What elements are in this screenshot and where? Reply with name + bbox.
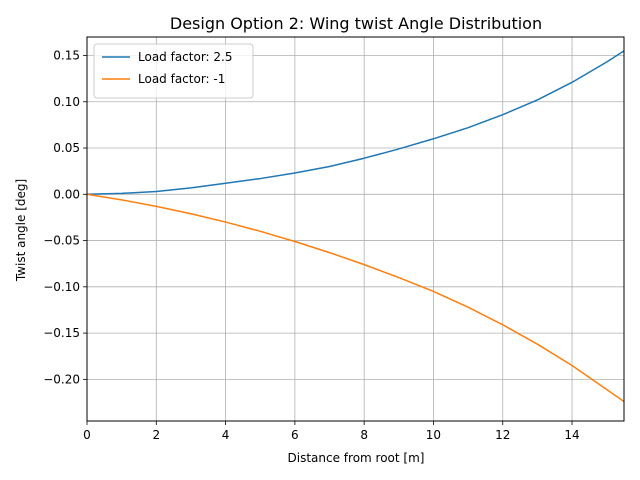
series-line-1 — [86, 193, 625, 403]
grid — [86, 37, 624, 421]
legend-label-0: Load factor: 2.5 — [138, 50, 233, 64]
x-axis-label: Distance from root [m] — [288, 451, 425, 465]
plot-frame — [86, 36, 625, 422]
x-tick-label-1: 2 — [152, 428, 160, 442]
y-tick-label-6: 0.10 — [53, 95, 80, 109]
x-tick-label-3: 6 — [291, 428, 299, 442]
series-layer — [86, 50, 625, 403]
y-axis-label: Twist angle [deg] — [14, 179, 28, 282]
x-tick-label-4: 8 — [360, 428, 368, 442]
series-line-0 — [86, 50, 625, 196]
y-tick-label-7: 0.15 — [53, 49, 80, 63]
ticks: 0 2 4 6 8 10 12 14 −0.20 −0.15 −0.10 −0.05 0.00 0.05 0… — [43, 49, 579, 442]
y-tick-label-1: −0.15 — [43, 326, 80, 340]
legend: Load factor: 2.5 Load factor: -1 — [93, 43, 254, 99]
y-tick-label-3: −0.05 — [43, 234, 80, 248]
x-tick-label-0: 0 — [83, 428, 91, 442]
chart-title: Design Option 2: Wing twist Angle Distri… — [170, 14, 542, 33]
legend-box — [93, 43, 254, 99]
y-tick-label-0: −0.20 — [43, 372, 80, 386]
legend-label-1: Load factor: -1 — [138, 72, 225, 86]
y-tick-label-2: −0.10 — [43, 280, 80, 294]
x-tick-label-2: 4 — [222, 428, 230, 442]
x-tick-label-6: 12 — [495, 428, 510, 442]
x-tick-label-7: 14 — [564, 428, 579, 442]
x-tick-label-5: 10 — [426, 428, 441, 442]
y-tick-label-4: 0.00 — [53, 187, 80, 201]
y-tick-label-5: 0.05 — [53, 141, 80, 155]
